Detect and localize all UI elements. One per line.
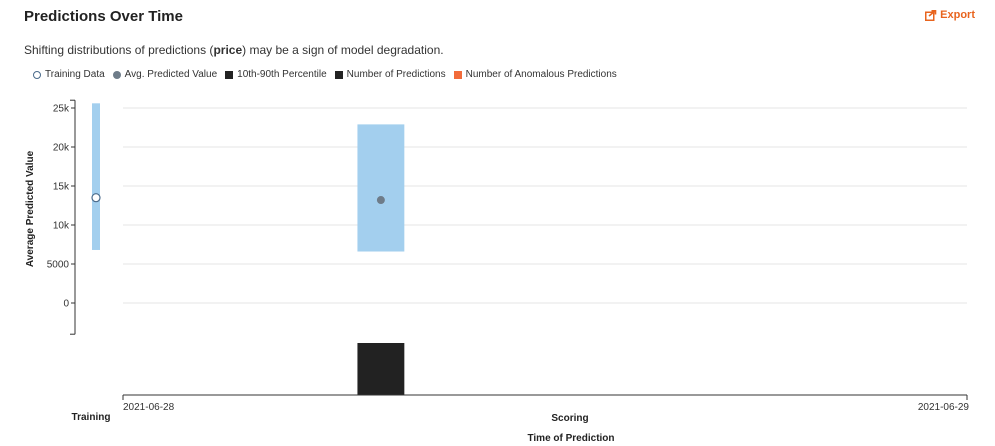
x-tick-label-end: 2021-06-29 bbox=[918, 402, 970, 413]
legend-item-percentile[interactable]: 10th-90th Percentile bbox=[225, 69, 327, 80]
x-label-training: Training bbox=[72, 412, 111, 423]
panel-title: Predictions Over Time bbox=[24, 8, 183, 25]
y-tick-label: 25k bbox=[53, 104, 70, 115]
x-label-scoring: Scoring bbox=[551, 413, 588, 424]
scoring-avg-point[interactable] bbox=[376, 196, 385, 205]
legend-item-anomalous-predictions[interactable]: Number of Anomalous Predictions bbox=[453, 69, 617, 80]
training-percentile-band[interactable] bbox=[92, 103, 100, 250]
subtitle-text-before: Shifting distributions of predictions ( bbox=[24, 43, 214, 57]
legend-label: 10th-90th Percentile bbox=[237, 69, 327, 80]
x-axis-title: Time of Prediction bbox=[527, 433, 614, 444]
prediction-count-bar[interactable] bbox=[357, 343, 405, 395]
filled-circle-icon bbox=[112, 70, 121, 79]
subtitle-text-after: ) may be a sign of model degradation. bbox=[242, 43, 444, 57]
export-button[interactable]: Export bbox=[925, 9, 975, 21]
export-icon bbox=[925, 9, 937, 21]
legend-item-training-data[interactable]: Training Data bbox=[33, 69, 105, 80]
open-circle-icon bbox=[33, 70, 41, 79]
square-icon bbox=[453, 70, 462, 79]
y-axis-title: Average Predicted Value bbox=[25, 150, 36, 267]
training-avg-point[interactable] bbox=[91, 193, 101, 203]
x-tick-label-start: 2021-06-28 bbox=[123, 402, 175, 413]
legend-label: Avg. Predicted Value bbox=[124, 69, 218, 80]
chart-description: Shifting distributions of predictions (p… bbox=[24, 43, 444, 57]
legend-item-avg-predicted-value[interactable]: Avg. Predicted Value bbox=[112, 69, 218, 80]
y-tick-label: 15k bbox=[53, 182, 70, 193]
legend-label: Number of Predictions bbox=[346, 69, 446, 80]
subtitle-target-name: price bbox=[213, 43, 243, 57]
square-icon bbox=[334, 70, 343, 79]
square-icon bbox=[225, 70, 234, 79]
y-tick-label: 5000 bbox=[47, 260, 70, 271]
scoring-percentile-band[interactable] bbox=[357, 124, 405, 252]
legend-label: Training Data bbox=[45, 69, 105, 80]
legend-item-number-of-predictions[interactable]: Number of Predictions bbox=[334, 69, 446, 80]
y-tick-label: 20k bbox=[53, 143, 70, 154]
legend-label: Number of Anomalous Predictions bbox=[465, 69, 617, 80]
export-label: Export bbox=[940, 9, 975, 21]
chart-legend: Training Data Avg. Predicted Value 10th-… bbox=[33, 69, 625, 80]
y-tick-label: 10k bbox=[53, 221, 70, 232]
y-tick-label: 0 bbox=[63, 299, 69, 310]
